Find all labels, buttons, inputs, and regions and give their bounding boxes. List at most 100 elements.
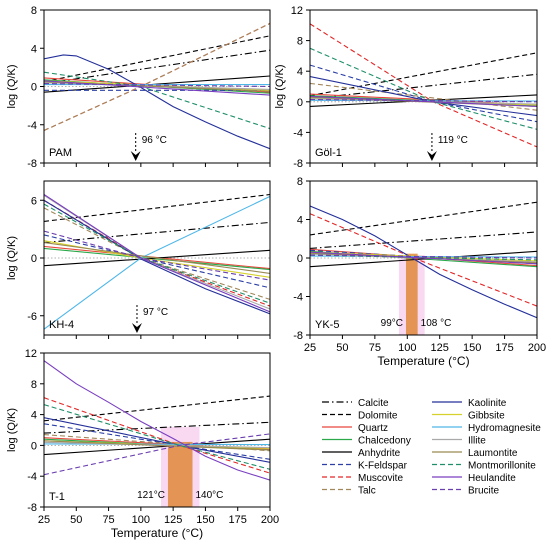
legend-item-kaolinite: Kaolinite — [432, 398, 507, 409]
series-line-heulandite — [310, 95, 537, 107]
y-tick-label: 8 — [297, 176, 303, 188]
legend-label: Gibbsite — [468, 411, 505, 422]
y-tick-label: 0 — [31, 440, 37, 452]
x-tick-label: 25 — [38, 514, 50, 526]
legend-item-quartz: Quartz — [322, 423, 388, 434]
legend-label: Laumontite — [468, 448, 518, 459]
x-tick-label: 125 — [431, 342, 449, 354]
series-line-anhydrite — [310, 250, 537, 268]
y-tick-label: 0 — [31, 82, 37, 94]
y-tick-label: 6 — [31, 195, 37, 207]
series-line-brucite — [44, 83, 270, 88]
series-line-brucite — [310, 254, 537, 259]
temperature-band — [405, 253, 418, 335]
y-axis-title: log (Q/K) — [6, 236, 18, 280]
series-line-montmorillonite — [44, 71, 270, 130]
x-tick-label: 100 — [398, 342, 416, 354]
series-line-kaolinite — [44, 54, 270, 150]
equilibrium-arrow-head — [131, 323, 142, 333]
legend-label: K-Feldspar — [358, 461, 408, 472]
legend-item-hydromagnesite: Hydromagnesite — [432, 423, 541, 434]
series-line-muscovite — [310, 23, 537, 148]
series-group — [310, 201, 537, 319]
x-tick-label: 175 — [495, 342, 513, 354]
series-line-kaolinite — [310, 205, 537, 319]
series-line-kaolinite — [44, 199, 270, 315]
y-axis-title: log (Q/K) — [274, 64, 286, 108]
series-group — [44, 22, 270, 150]
legend-label: Hydromagnesite — [468, 423, 541, 434]
legend-label: Talc — [358, 486, 376, 497]
y-tick-label: 0 — [297, 253, 303, 265]
x-axis-title: Temperature (°C) — [111, 526, 203, 540]
y-axis-title: log (Q/K) — [6, 408, 18, 452]
legend-item-chalcedony: Chalcedony — [322, 436, 411, 447]
series-line-k-feldspar — [44, 234, 270, 289]
legend-label: Montmorillonite — [468, 461, 536, 472]
series-line-calcite — [310, 73, 537, 100]
legend-item-k-feldspar: K-Feldspar — [322, 461, 408, 472]
panel-label: PAM — [49, 147, 72, 159]
series-line-anhydrite — [44, 438, 270, 456]
y-tick-label: -4 — [293, 292, 303, 304]
series-line-montmorillonite — [44, 203, 270, 304]
y-tick-label: -6 — [27, 311, 37, 323]
series-group — [44, 360, 270, 481]
x-tick-label: 100 — [132, 514, 150, 526]
panel-label: YK-5 — [315, 319, 339, 331]
series-line-hydromagnesite — [44, 443, 270, 446]
x-tick-label: 150 — [196, 514, 214, 526]
legend-item-dolomite: Dolomite — [322, 411, 398, 422]
y-tick-label: 8 — [31, 379, 37, 391]
legend-item-laumontite: Laumontite — [432, 448, 518, 459]
x-tick-label: 50 — [70, 514, 82, 526]
panel-yk5: -8 -4 0 4 8 25 50 75 100 125 150 175 200 Temperature … — [293, 176, 546, 368]
x-tick-label: 125 — [164, 514, 182, 526]
series-line-brucite — [44, 230, 270, 281]
series-line-dolomite — [310, 201, 537, 236]
y-tick-label: -8 — [27, 158, 37, 170]
y-tick-label: 8 — [31, 5, 37, 17]
legend-item-heulandite: Heulandite — [432, 473, 516, 484]
y-tick-label: 0 — [297, 97, 303, 109]
x-tick-label: 75 — [102, 514, 114, 526]
legend-label: Heulandite — [468, 473, 516, 484]
series-line-calcite — [44, 49, 270, 85]
axes-frame — [309, 9, 538, 164]
x-tick-label: 200 — [528, 342, 546, 354]
panel-label: T-1 — [49, 491, 65, 503]
series-line-heulandite — [44, 80, 270, 96]
series-line-dolomite — [44, 193, 270, 222]
legend-item-anhydrite: Anhydrite — [322, 448, 401, 459]
series-line-brucite — [44, 433, 270, 476]
axes-frame — [43, 352, 271, 508]
series-line-montmorillonite — [44, 404, 270, 470]
series-line-montmorillonite — [310, 47, 537, 130]
series-line-calcite — [44, 421, 270, 434]
y-tick-label: 0 — [31, 253, 37, 265]
legend-label: Brucite — [468, 486, 500, 497]
series-line-laumontite — [44, 440, 270, 451]
equilibrium-temperature-label: 96 °C — [142, 135, 167, 146]
x-tick-label: 200 — [261, 514, 279, 526]
y-tick-label: 12 — [291, 5, 303, 17]
temperature-band — [167, 441, 193, 507]
legend-label: Anhydrite — [358, 448, 401, 459]
series-line-talc — [310, 82, 537, 111]
legend-label: Chalcedony — [358, 436, 411, 447]
panel-t1: -8 -4 0 4 8 12 25 50 75 100 125 150 175 200 log (Q/K) T… — [6, 348, 279, 540]
band-label-high: 140°C — [196, 490, 224, 501]
y-tick-label: -8 — [293, 158, 303, 170]
legend-label: Muscovite — [358, 473, 403, 484]
equilibrium-temperature-label: 119 °C — [438, 135, 468, 146]
y-tick-label: -4 — [27, 120, 37, 132]
y-tick-label: 4 — [31, 410, 37, 422]
y-tick-label: -8 — [293, 330, 303, 342]
series-line-dolomite — [310, 52, 537, 97]
series-line-heulandite — [44, 360, 270, 481]
series-line-laumontite — [44, 242, 270, 274]
series-line-calcite — [310, 231, 537, 249]
band-label-low: 99°C — [381, 318, 403, 329]
legend-label: Kaolinite — [468, 398, 507, 409]
